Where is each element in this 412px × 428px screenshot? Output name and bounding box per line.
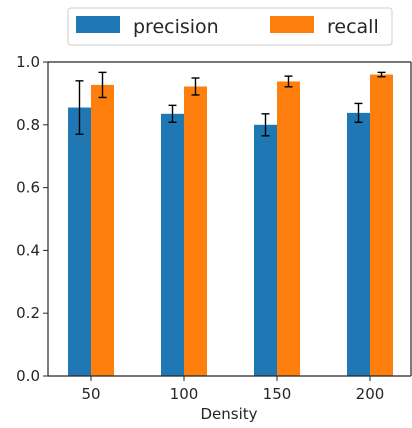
y-tick-label: 0.2 xyxy=(16,304,40,322)
legend-swatch-precision xyxy=(76,16,120,33)
y-tick-label: 1.0 xyxy=(16,53,40,71)
error-bars-group xyxy=(75,71,386,137)
bar-precision-100 xyxy=(161,113,184,376)
x-tick-label: 50 xyxy=(81,385,100,403)
legend-label-precision: precision xyxy=(133,16,219,38)
x-tick-label: 200 xyxy=(356,385,385,403)
x-tick-label: 100 xyxy=(170,385,199,403)
y-tick-label: 0.4 xyxy=(16,241,40,259)
y-tick-label: 0.6 xyxy=(16,179,40,197)
bar-precision-200 xyxy=(347,112,370,377)
y-ticks-group: 0.0 0.2 0.4 0.6 0.8 1.0 xyxy=(16,53,48,385)
bar-precision-50 xyxy=(68,107,91,376)
bars-group xyxy=(68,74,393,377)
bar-recall-200 xyxy=(370,74,393,376)
legend-label-recall: recall xyxy=(327,16,379,38)
bar-recall-150 xyxy=(277,81,300,376)
x-ticks-group: 50 100 150 200 xyxy=(81,376,384,403)
y-tick-label: 0.0 xyxy=(16,367,40,385)
bar-recall-50 xyxy=(91,84,114,376)
legend: precision recall xyxy=(67,7,393,46)
bar-precision-150 xyxy=(254,124,277,376)
legend-swatch-recall xyxy=(270,16,314,33)
axes-group xyxy=(47,61,412,377)
x-axis-label: Density xyxy=(200,405,257,423)
x-tick-label: 150 xyxy=(263,385,292,403)
bar-recall-100 xyxy=(184,86,207,376)
y-tick-label: 0.8 xyxy=(16,116,40,134)
